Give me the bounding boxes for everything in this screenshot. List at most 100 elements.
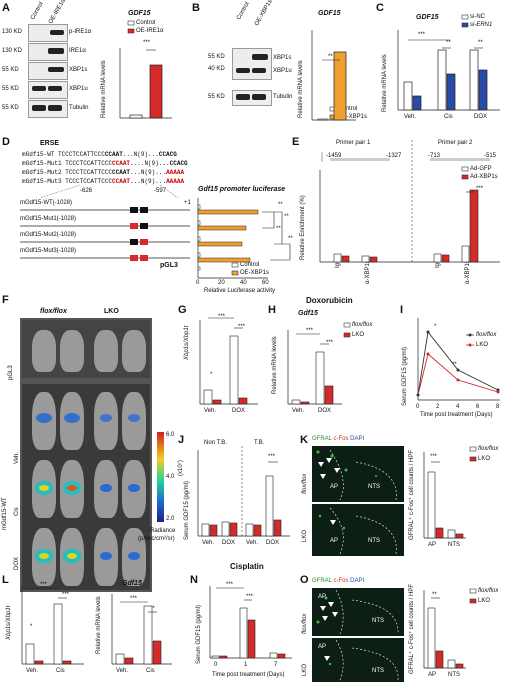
panel-label-a: A	[2, 2, 10, 14]
c-group-0: Veh.	[404, 114, 417, 120]
a-legend-1: OE-IRE1α	[136, 28, 164, 34]
mw-b-2: 55 KD	[208, 94, 225, 100]
g-sig-2: ***	[238, 324, 246, 330]
d-pos-1: -597	[154, 188, 167, 194]
o-legend-0: flox/flox	[478, 588, 499, 594]
band-a-0: p-IRE1α	[69, 29, 92, 35]
f-col-1: LKO	[104, 308, 119, 315]
header-dox: Doxorubicin	[306, 296, 353, 305]
i-legend-0: flox/flox	[476, 332, 497, 338]
k-region-3: NTS	[368, 538, 380, 544]
e-legend-0: Ad-GFP	[470, 166, 492, 172]
l-group-0: Veh.	[26, 668, 39, 674]
n-group-2: 7	[274, 662, 278, 668]
d-con-1: mGdf15-Mut1(-1028)	[20, 216, 77, 222]
d-xtick-3: 60	[262, 280, 269, 286]
k-region-0: AP	[330, 484, 339, 490]
f-col-0: flox/flox	[40, 308, 67, 315]
o-sig: **	[432, 592, 437, 598]
panel-label-l: L	[2, 574, 9, 586]
panel-label-e: E	[292, 136, 300, 148]
d-xtick-1: 20	[218, 280, 225, 286]
d-seq-3: mGdf15-Mut3 TCCCTCCATTCCCCCAAT...N(9)...…	[22, 178, 185, 185]
panel-label-h: H	[268, 304, 276, 316]
band-a-2: XBP1s	[69, 67, 88, 73]
m-sig-0: ***	[130, 596, 138, 602]
f-radunit: (p/sec/cm²/sr)	[138, 536, 175, 542]
panel-label-n: N	[190, 574, 198, 586]
d-seq-2: mGdf15-Mut2 TCCCTCCATTCCCCCAAT...N(9)...…	[22, 169, 185, 176]
h-title: Gdf15	[298, 310, 318, 317]
panel-label-k: K	[300, 434, 308, 446]
m-sig-1: **	[150, 606, 155, 612]
mw-a-4: 55 KD	[2, 105, 19, 111]
d-xlabel: Relative Luciferase activity	[204, 288, 276, 294]
panel-label-g: G	[178, 304, 187, 316]
j-group-3: DOX	[266, 540, 280, 546]
l-group-1: Cis	[56, 668, 65, 674]
d-con-3: mGdf15-Mut3(-1028)	[20, 248, 77, 254]
m-group-0: Veh.	[116, 668, 129, 674]
k-image-flox	[312, 446, 404, 502]
e-legend-1: Ad-XBP1s	[470, 174, 498, 180]
mw-a-3: 55 KD	[2, 86, 19, 92]
n-group-1: 1	[244, 662, 248, 668]
c-title: GDF15	[416, 14, 439, 21]
c-group-2: DOX	[474, 114, 488, 120]
j-group-2: Veh.	[246, 540, 259, 546]
o-region-0: AP	[318, 594, 327, 600]
j-top-1: T.B.	[254, 440, 265, 446]
b-sig: **	[328, 54, 333, 60]
b-title: GDF15	[318, 10, 341, 17]
d-pos-0: -626	[80, 188, 93, 194]
j-group-0: Veh.	[202, 540, 215, 546]
d-erse: ERSE	[40, 140, 60, 147]
mw-b-0: 55 KD	[208, 54, 225, 60]
i-xt-1: 2	[436, 404, 440, 410]
mw-a-2: 55 KD	[2, 67, 19, 73]
panel-label-o: O	[300, 574, 309, 586]
j-top-0: Non T.B.	[204, 440, 227, 446]
j-group-1: DOX	[222, 540, 236, 546]
d-title: Gdf15 promoter luciferase	[198, 186, 286, 193]
d-pos-2: +1	[184, 200, 191, 206]
i-xt-3: 6	[476, 404, 480, 410]
a-sig: ***	[143, 40, 151, 46]
d-sig-3: **	[288, 236, 293, 242]
k-x-1: NTS	[448, 542, 460, 548]
m-group-1: Cis	[146, 668, 155, 674]
g-sig-0: *	[210, 372, 213, 378]
d-seq-1: mGdf15-Mut1 TCCCTCCATTCCCCCAAT....N(9)..…	[22, 160, 188, 167]
h-group-0: Veh.	[292, 408, 305, 414]
f-scale-2: 2.0	[166, 516, 175, 522]
c-legend-0: si-NC	[470, 14, 485, 20]
mw-a-1: 130 KD	[2, 48, 23, 54]
c-sig-1: **	[446, 40, 451, 46]
band-b-1: XBP1u	[273, 68, 292, 74]
panel-label-f: F	[2, 294, 9, 306]
e-pp1: Primer pair 1	[336, 140, 371, 146]
k-region-2: AP	[330, 538, 339, 544]
h-group-1: DOX	[318, 408, 332, 414]
h-legend-1: LKO	[352, 332, 365, 338]
i-legend-1: LKO	[476, 342, 489, 348]
i-xt-0: 0	[416, 404, 420, 410]
d-legend-0: Control	[240, 262, 260, 268]
e-pp2: Primer pair 2	[438, 140, 473, 146]
g-group-1: DOX	[232, 408, 246, 414]
d-seq-0: mGdf15-WT TCCCTCCATTCCCCCAAT...N(9)...CC…	[22, 151, 177, 158]
band-a-3: XBP1u	[69, 86, 88, 92]
k-stain: GFRAL c-Fos DAPI	[312, 436, 365, 442]
e-pp1-a: -1459	[326, 153, 342, 159]
